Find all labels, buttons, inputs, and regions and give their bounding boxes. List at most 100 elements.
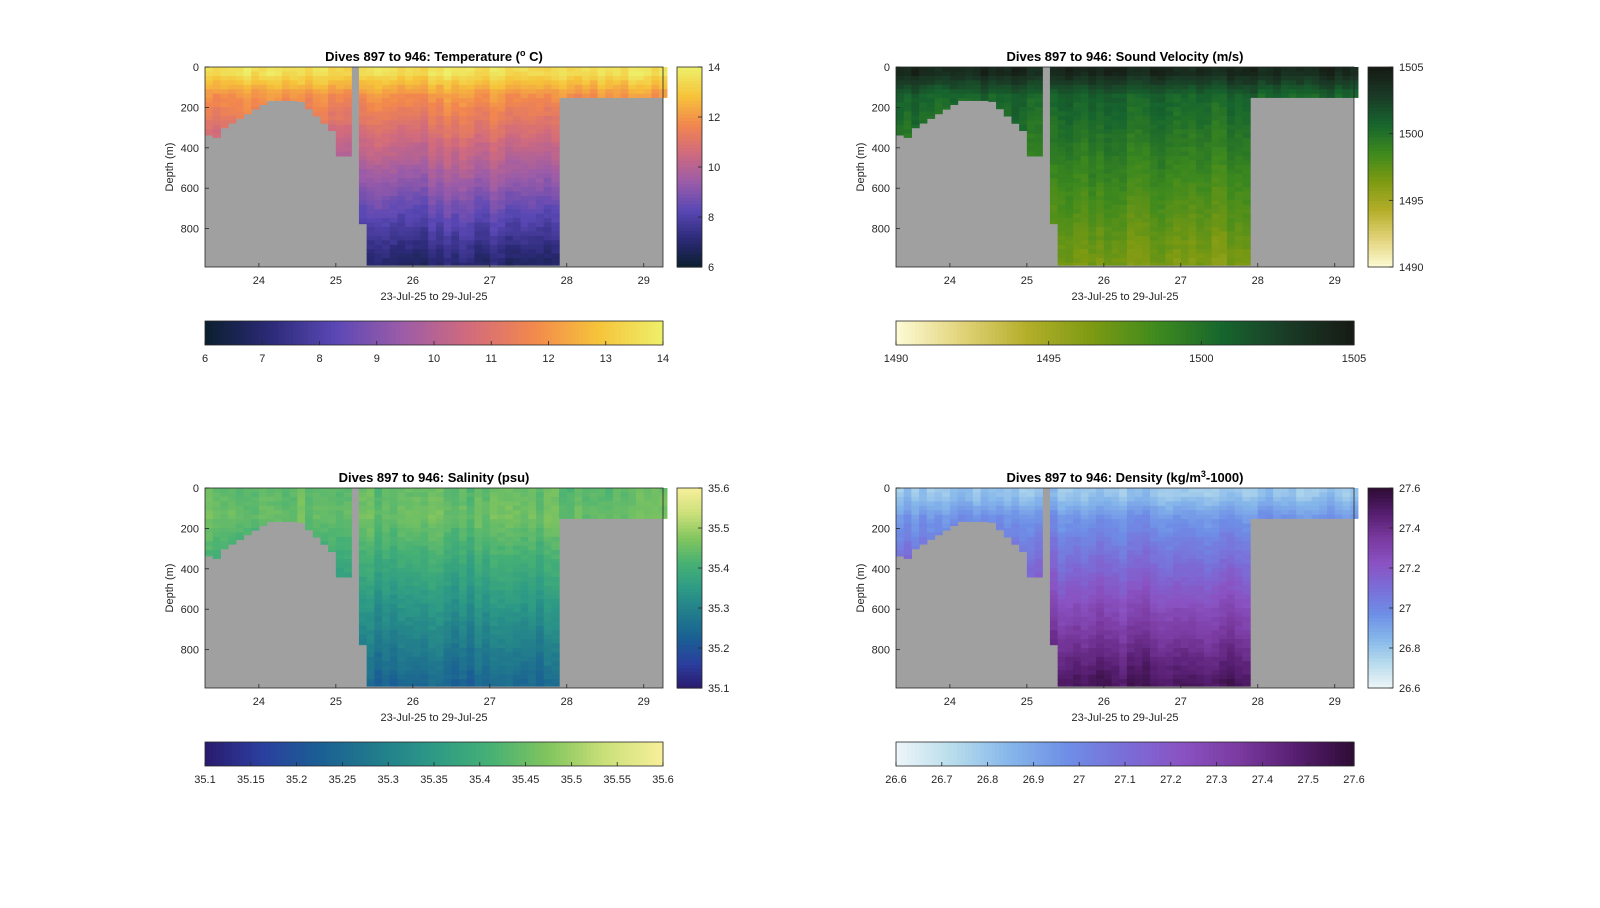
sound-velocity-cell [1111,133,1120,139]
sound-velocity-cell [1088,244,1097,250]
salinity-cell [651,514,660,519]
sound-velocity-cell [1196,240,1205,246]
temperature-cell [459,204,468,210]
salinity-cell [405,590,414,596]
salinity-cell [474,581,483,587]
temperature-cell [328,71,337,77]
sound-velocity-cell [1157,115,1167,121]
temperature-cell [258,93,268,99]
sound-velocity-cell [1119,244,1128,250]
sound-velocity-cell [1157,80,1167,86]
salinity-cell [497,639,506,645]
salinity-cell [459,683,468,687]
salinity-cell [428,643,437,649]
temperature-cell [520,213,529,219]
sound-velocity-cell [1211,218,1220,224]
temperature-cell [212,124,221,130]
sound-velocity-cell [1088,169,1097,175]
salinity-cell [497,665,506,671]
sound-velocity-cell [1219,142,1228,148]
salinity-cell [428,514,437,520]
temperature-cell [466,133,476,139]
salinity-cell [443,514,452,520]
sound-velocity-cell [1011,75,1020,81]
salinity-cell [489,683,499,687]
sound-velocity-cell [1180,111,1190,117]
temperature-cell [551,195,560,201]
sound-velocity-cell [1111,262,1120,266]
salinity-cell [543,674,552,680]
temperature-cell [443,191,452,197]
salinity-cell [328,536,337,542]
temperature-cell [528,218,537,224]
sound-velocity-cell [942,107,951,110]
temperature-cell [443,75,452,81]
salinity-cell [228,488,237,494]
salinity-cell [451,665,460,671]
sound-velocity-cell [1226,200,1236,206]
sound-velocity-cell [1188,151,1197,157]
salinity-cell [428,581,437,587]
sound-velocity-cell [1088,75,1097,81]
salinity-cell [497,559,506,565]
sound-velocity-cell [1073,98,1082,104]
salinity-cell [420,656,429,662]
temperature-cell [535,169,545,175]
salinity-cell [528,523,537,529]
salinity-cell [459,603,468,609]
salinity-cell [489,488,499,494]
sound-velocity-cell [1180,173,1190,179]
sound-velocity-cell [1119,107,1128,113]
salinity-cell [205,488,214,494]
salinity-colorbar-right-segment [677,644,702,649]
salinity-cell [443,625,452,631]
salinity-cell [489,590,499,596]
temperature-cell [520,169,529,175]
salinity-cell [451,559,460,565]
temperature-cell [512,200,522,206]
temperature-cell [374,227,383,233]
salinity-cell [366,528,375,534]
salinity-cell [397,541,406,547]
temperature-colorbar-bottom-segment [445,321,450,345]
salinity-colorbar-right-segment [677,658,702,662]
sound-velocity-cell [1096,93,1105,99]
temperature-cell [358,71,368,77]
sound-velocity-cell [1226,164,1236,170]
salinity-colorbar-right: 35.135.235.335.435.535.6 [676,483,729,695]
temperature-cell [428,71,437,77]
salinity-cell [305,519,314,525]
salinity-cell [366,648,375,654]
salinity-cell [466,612,476,618]
salinity-cell [466,661,476,667]
sound-velocity-cell [1211,129,1220,135]
temperature-cell [551,258,560,264]
salinity-cell [343,550,352,556]
salinity-cell [443,652,452,658]
salinity-cell [312,492,322,498]
temperature-cell [435,102,445,108]
temperature-cell [474,102,483,108]
salinity-cell [343,488,352,494]
sound-velocity-colorbar-bottom-segment [1312,321,1317,345]
sound-velocity-cell [1126,147,1136,153]
salinity-cell [397,679,406,685]
salinity-cell [374,510,383,516]
sound-velocity-x-tick-label: 25 [1021,275,1033,287]
sound-velocity-colorbar-bottom-segment [1159,321,1164,345]
salinity-cell [459,621,468,627]
sound-velocity-cell [1234,120,1243,126]
sound-velocity-colorbar-bottom-segment [987,321,993,345]
sound-velocity-colorbar-bottom-segment [1098,321,1103,345]
sound-velocity-cell [1026,142,1036,148]
temperature-cell [474,67,483,73]
salinity-cell [505,639,514,645]
temperature-cell [551,138,560,144]
salinity-cell [605,492,614,498]
salinity-cell [366,652,375,658]
salinity-cell [212,488,221,494]
temperature-cell [543,200,552,206]
temperature-cell [397,164,406,170]
sound-velocity-colorbar-right-segment [1368,253,1393,258]
sound-velocity-cell [1080,98,1090,104]
